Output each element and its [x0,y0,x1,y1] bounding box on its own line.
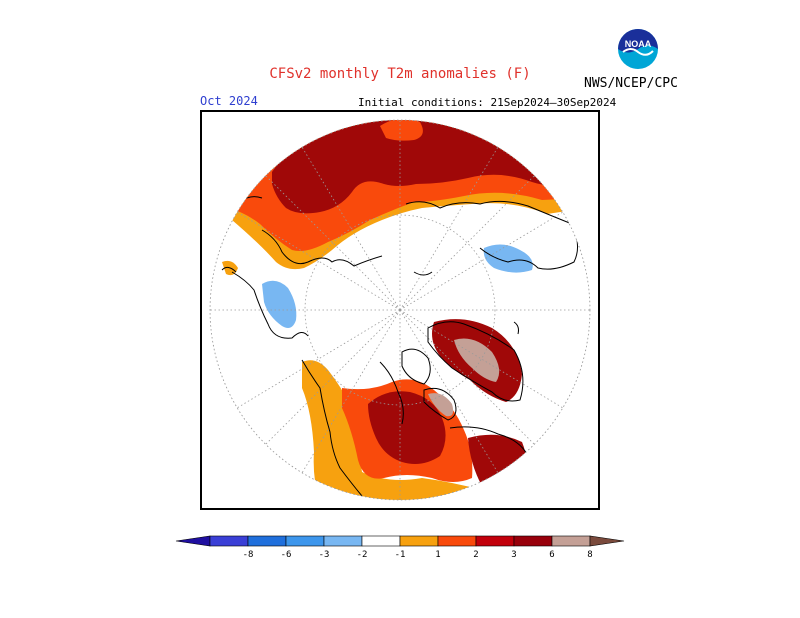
anomaly-cool-siberia [483,244,533,273]
legend-label: 8 [587,550,592,560]
latitude-circle-60 [304,214,496,406]
logo-text: NOAA [625,39,652,49]
legend-swatch [513,535,553,547]
legend-swatch [209,535,249,547]
anomaly-warm1-bottom [302,360,482,500]
legend-label: 3 [511,550,516,560]
legend-swatch [247,535,287,547]
legend-swatch [361,535,401,547]
map-boundary [209,119,591,501]
legend-label: 2 [473,550,478,560]
anomaly-warm3-bottom [368,391,446,464]
legend-label: -3 [319,550,330,560]
legend-swatch [285,535,325,547]
anomaly-warm4-canada [428,393,454,417]
legend-label: -1 [395,550,406,560]
meridians [210,120,590,500]
legend-arrow-left [175,535,211,547]
legend-label: 6 [549,550,554,560]
legend-label: -6 [281,550,292,560]
legend-arrow-right [589,535,625,547]
agency-label: NWS/NCEP/CPC [584,76,678,91]
initial-conditions: Initial conditions: 21Sep2024–30Sep2024 [358,96,617,109]
noaa-logo-icon: NOAA [618,29,658,69]
forecast-month: Oct 2024 [200,94,258,108]
anomaly-warm2-patch [380,120,423,141]
legend-swatch [475,535,515,547]
color-legend: -8 -6 -3 -2 -1 1 2 3 6 8 [175,535,625,560]
coastlines [221,196,578,497]
legend-label: -2 [357,550,368,560]
legend-label: 1 [435,550,440,560]
chart-title: CFSv2 monthly T2m anomalies (F) [269,66,531,82]
map-frame [200,110,600,510]
legend-swatch [437,535,477,547]
legend-bar [175,535,625,547]
legend-label: -8 [243,550,254,560]
legend-swatch [323,535,363,547]
polar-map [209,119,591,501]
legend-swatch [551,535,591,547]
anomaly-cool-europe [262,280,297,328]
legend-swatch [399,535,439,547]
legend-labels: -8 -6 -3 -2 -1 1 2 3 6 8 [243,550,593,560]
